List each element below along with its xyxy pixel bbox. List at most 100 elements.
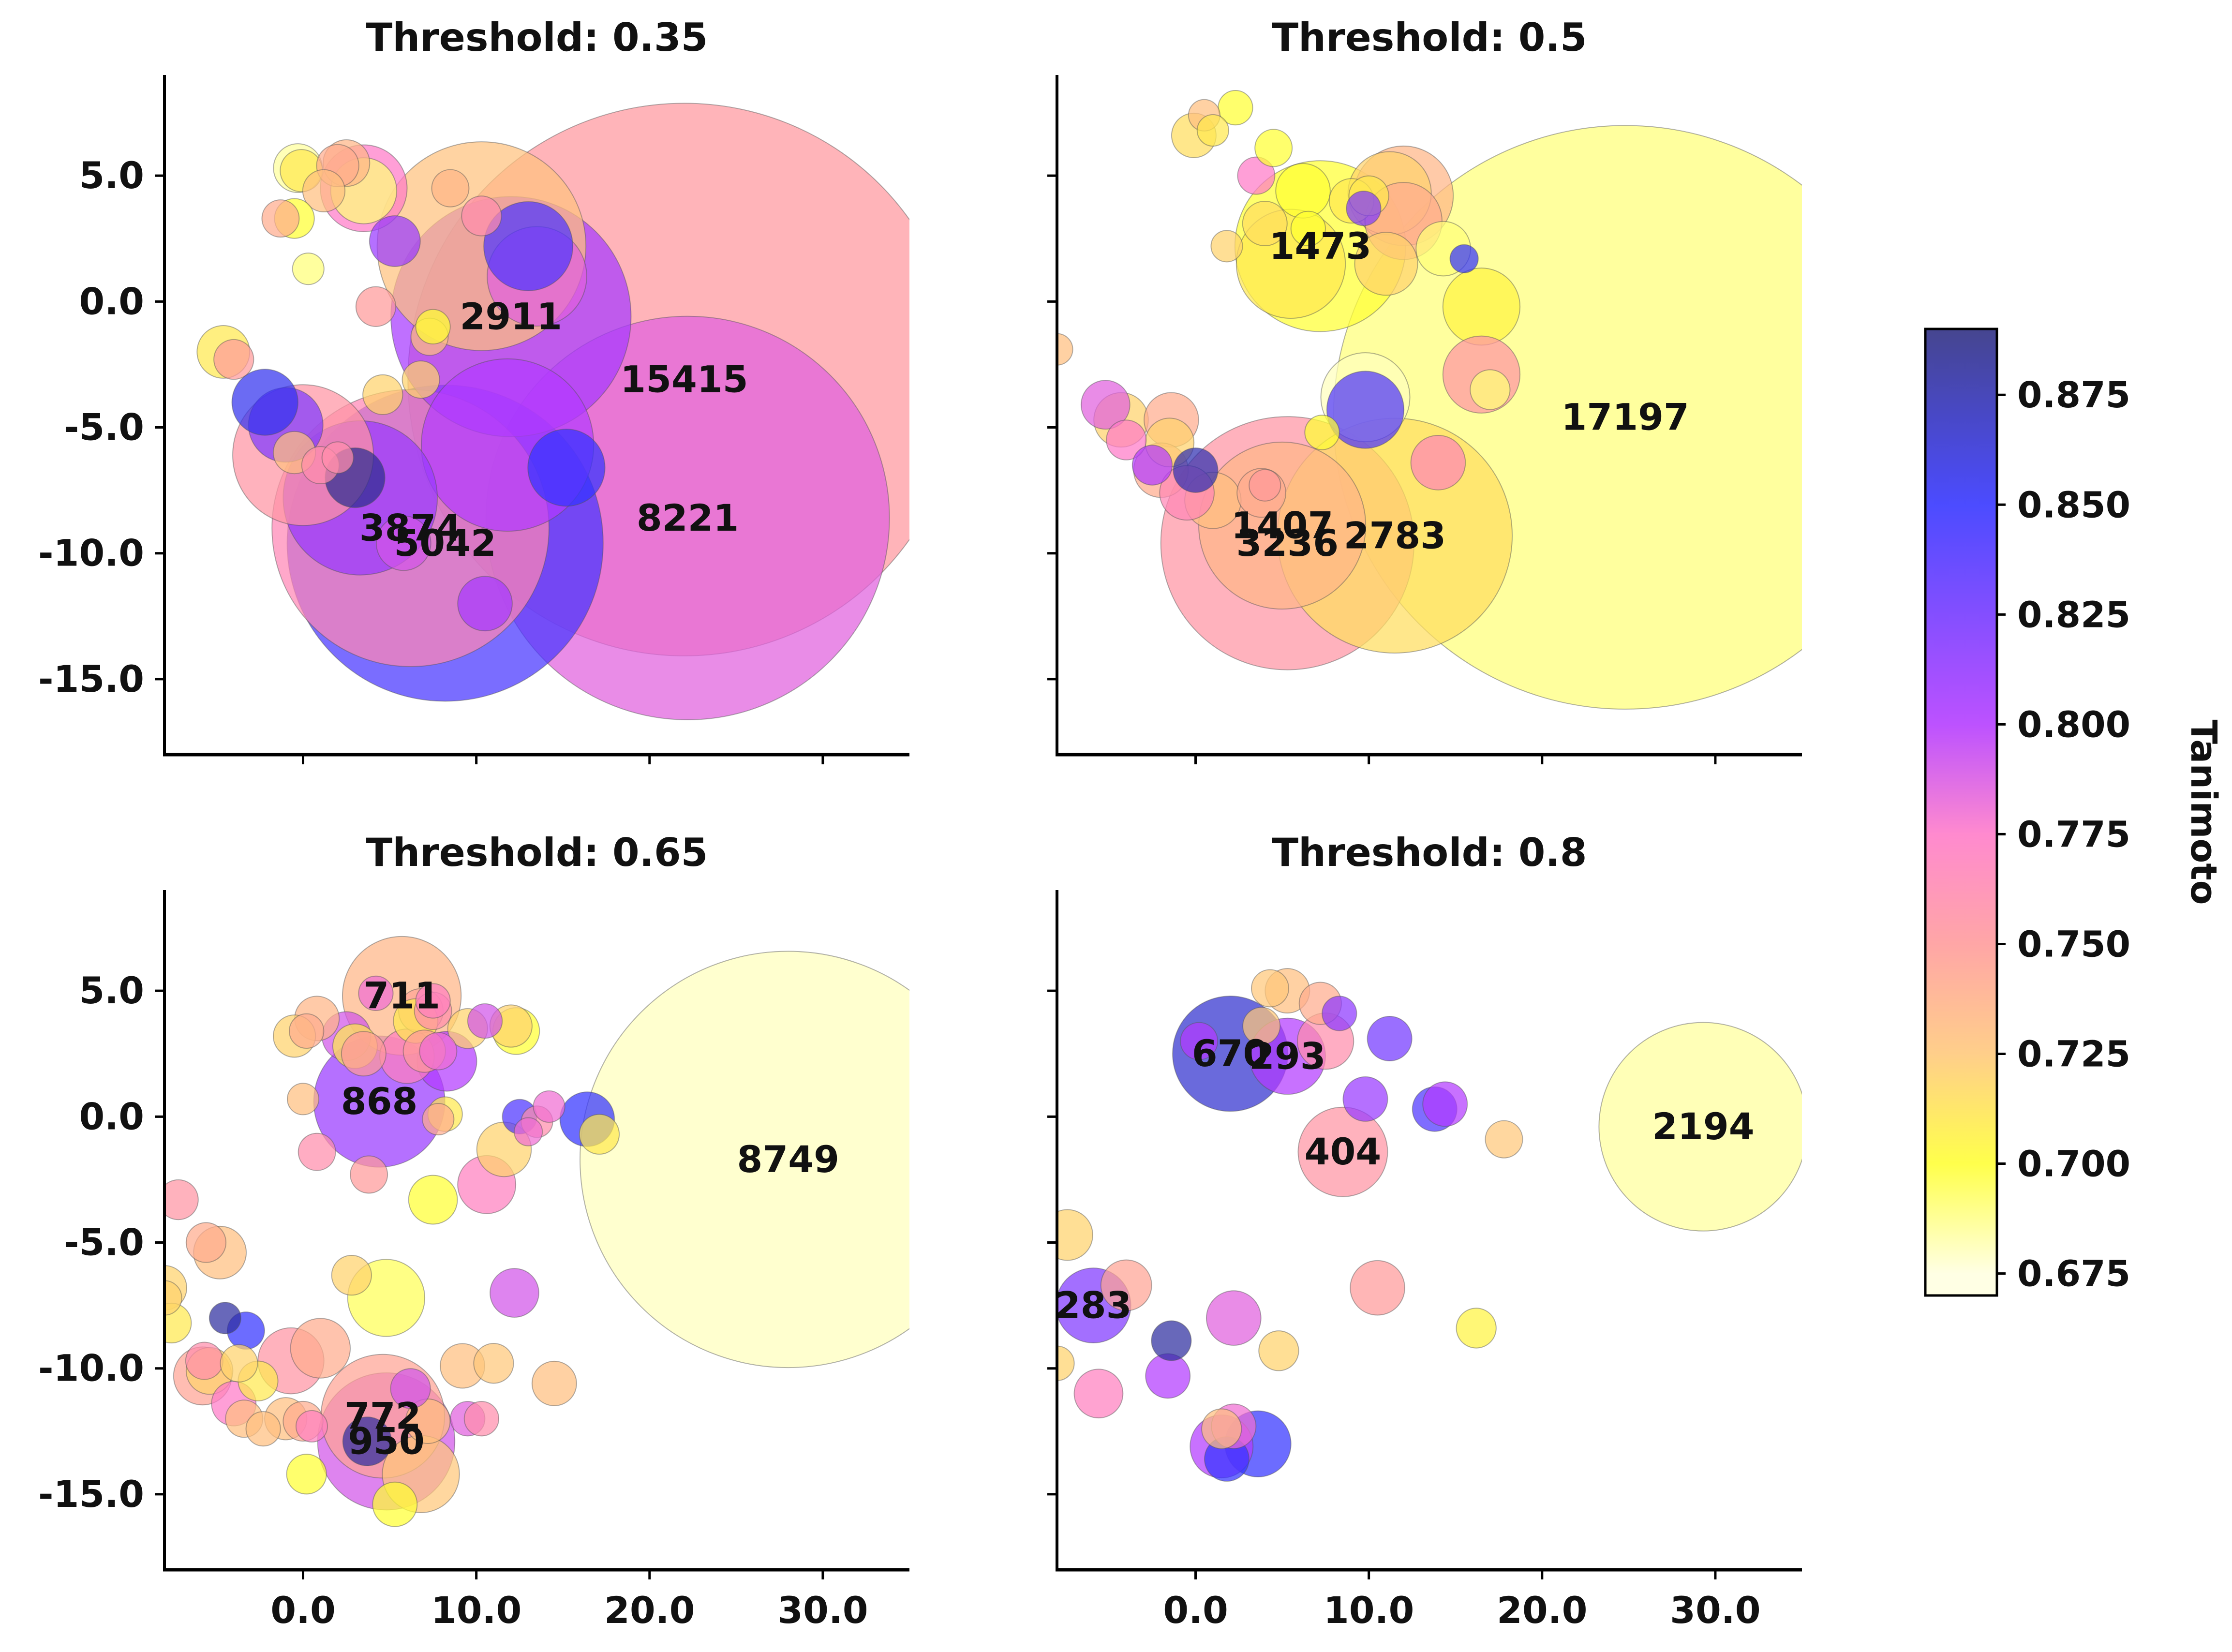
scatter-point [1354, 232, 1418, 296]
scatter-point [1275, 163, 1331, 219]
scatter-points [164, 936, 909, 1527]
y-tick-label: -5.0 [64, 1221, 144, 1264]
scatter-point [220, 1344, 258, 1383]
x-tick-label: 30.0 [1670, 1589, 1761, 1632]
scatter-point [321, 441, 354, 474]
scatter-point [415, 983, 451, 1019]
scatter-point [1322, 996, 1357, 1031]
scatter-point [1470, 369, 1511, 410]
scatter-point [295, 1410, 328, 1443]
scatter-point [1326, 371, 1405, 449]
cluster-size-label: 293 [1249, 1034, 1326, 1077]
scatter-point [1180, 1022, 1219, 1060]
cluster-size-label: 772 [344, 1395, 421, 1438]
scatter-point [208, 1302, 241, 1335]
subplot-title: Threshold: 0.8 [1272, 830, 1587, 875]
x-tick-label: 30.0 [777, 1589, 868, 1632]
cluster-size-label: 2911 [460, 295, 563, 338]
y-tick-label: -15.0 [38, 657, 144, 700]
scatter-point [490, 1268, 539, 1318]
scatter-point [372, 1481, 418, 1527]
cluster-size-label: 3874 [359, 506, 462, 550]
scatter-point [231, 369, 298, 436]
y-tick-label: 0.0 [79, 1095, 144, 1138]
y-tick-label: -5.0 [64, 406, 144, 449]
scatter-point [1073, 1369, 1124, 1419]
scatter-point [527, 429, 606, 507]
scatter-point [358, 975, 394, 1011]
cluster-size-label: 5042 [394, 521, 496, 565]
colorbar-tick-label: 0.800 [2017, 704, 2130, 745]
scatter-point [579, 1114, 620, 1155]
scatter-point [514, 1117, 543, 1146]
scatter-point [1342, 1076, 1388, 1122]
scatter-point [473, 1343, 514, 1384]
y-tick-label: -10.0 [38, 1347, 144, 1390]
scatter-point [463, 1401, 500, 1437]
colorbar-tick-label: 0.825 [2017, 594, 2130, 636]
scatter-point [1297, 1106, 1388, 1197]
scatter-point [213, 339, 254, 380]
cluster-size-label: 404 [1305, 1130, 1382, 1173]
scatter-point [1205, 1290, 1262, 1346]
scatter-point [350, 1155, 388, 1194]
scatter-point [1106, 419, 1147, 461]
scatter-point [461, 195, 502, 237]
cluster-size-label: 283 [1055, 1284, 1132, 1327]
scatter-point [431, 169, 470, 208]
colorbar-tick-label: 0.875 [2017, 374, 2130, 416]
colorbar-tick-label: 0.675 [2017, 1253, 2130, 1295]
colorbar-tick-label: 0.750 [2017, 923, 2130, 965]
scatter-point [369, 215, 421, 267]
scatter-point [289, 1013, 325, 1049]
scatter-point [298, 1132, 336, 1171]
cluster-size-label: 2194 [1652, 1105, 1755, 1148]
colorbar-gradient [1924, 327, 1998, 1297]
scatter-point [1456, 1308, 1497, 1349]
cluster-size-label: 15415 [620, 358, 748, 401]
colorbar: 0.875 0.850 0.825 0.800 0.775 0.750 0.725 0.700… [1924, 327, 2224, 1297]
scatter-point [1350, 1260, 1405, 1316]
scatter-point [342, 1416, 392, 1467]
cluster-size-label: 8221 [637, 496, 739, 539]
scatter-point [1422, 1081, 1468, 1127]
scatter-point [245, 1411, 281, 1447]
colorbar-ticks: 0.875 0.850 0.825 0.800 0.775 0.750 0.725 0.700… [1997, 374, 2130, 1295]
cluster-size-label: 17197 [1561, 396, 1689, 439]
scatter-point [261, 199, 300, 238]
scatter-point [1367, 1016, 1413, 1062]
scatter-point [1057, 1209, 1093, 1261]
scatter-points [1057, 968, 1802, 1482]
scatter-point [1598, 1022, 1802, 1232]
scatter-point [1173, 447, 1219, 493]
cluster-size-label: 2783 [1344, 514, 1446, 557]
scatter-point [1151, 1320, 1192, 1361]
subplot-title: Threshold: 0.65 [366, 830, 708, 875]
scatter-point [331, 1255, 372, 1296]
cluster-size-label: 1407 [1231, 504, 1334, 547]
scatter-point [1196, 114, 1229, 147]
scatter-point [1251, 969, 1289, 1008]
scatter-point [355, 286, 397, 327]
y-tick-label: -10.0 [38, 532, 144, 575]
scatter-point [1201, 1408, 1242, 1449]
scatter-point [1242, 1007, 1281, 1045]
scatter-point [1410, 435, 1466, 491]
scatter-point [1249, 469, 1281, 502]
scatter-point [1346, 191, 1382, 226]
scatter-point [415, 309, 451, 345]
scatter-point [375, 515, 432, 571]
scatter-point [405, 1398, 451, 1444]
y-tick-label: 5.0 [79, 154, 144, 197]
scatter-point [390, 1368, 431, 1409]
scatter-points [196, 103, 909, 720]
colorbar-tick-label: 0.850 [2017, 484, 2130, 526]
scatter-point [341, 1031, 387, 1077]
colorbar-tick-label: 0.775 [2017, 814, 2130, 855]
scatter-point [1218, 90, 1253, 126]
scatter-point [302, 169, 346, 213]
subplot-title: Threshold: 0.35 [366, 15, 708, 60]
